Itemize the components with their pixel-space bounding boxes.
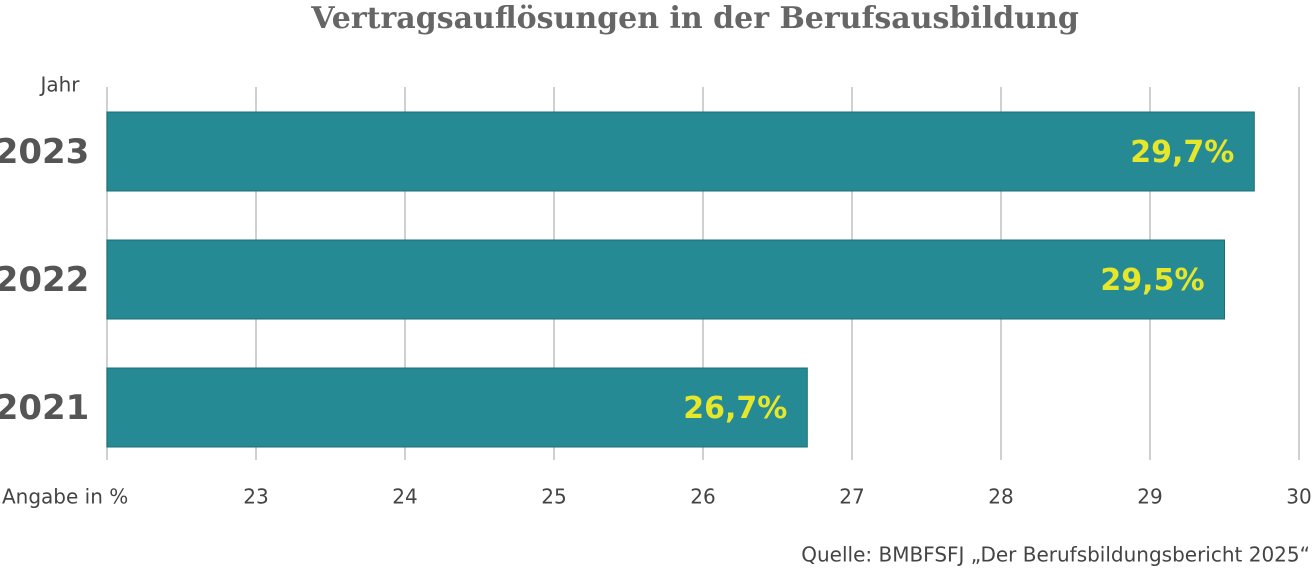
x-tick-label: 25 [541,485,566,509]
chart-title: Vertragsauflösungen in der Berufsausbild… [310,1,1079,36]
value-label: 29,7% [1130,135,1234,170]
x-tick-label: 28 [988,485,1013,509]
y-tick-label: 2021 [0,388,89,428]
x-tick-label: 27 [839,485,864,509]
bar [106,367,808,448]
y-tick-label: 2023 [0,132,89,172]
x-tick-label: 26 [690,485,715,509]
value-label: 29,5% [1100,263,1204,298]
x-tick-label: 30 [1286,485,1311,509]
x-tick-label: 24 [392,485,417,509]
y-axis-label: Jahr [38,73,80,97]
source: Quelle: BMBFSFJ „Der Berufsbildungsberic… [801,543,1310,567]
value-label: 26,7% [683,391,787,426]
bar [106,111,1255,192]
y-tick-label: 2022 [0,260,89,300]
bar [106,239,1225,320]
x-tick-label: 23 [243,485,268,509]
x-tick-label: 29 [1137,485,1162,509]
x-axis-label: Angabe in % [2,485,128,509]
